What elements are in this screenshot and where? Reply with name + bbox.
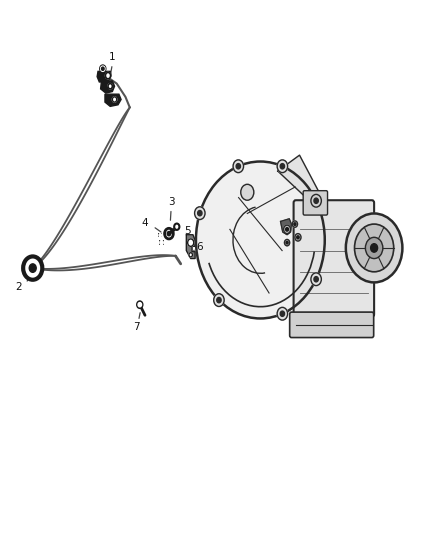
Circle shape [189,253,192,257]
Circle shape [174,223,180,230]
Circle shape [160,240,163,245]
Polygon shape [105,94,121,107]
Circle shape [371,244,378,252]
FancyBboxPatch shape [159,240,164,245]
Circle shape [100,65,106,72]
Circle shape [217,297,221,303]
FancyBboxPatch shape [303,191,328,215]
Circle shape [187,239,194,246]
Circle shape [277,308,288,320]
Circle shape [311,195,321,207]
Circle shape [280,311,285,317]
Circle shape [137,301,143,309]
Circle shape [167,231,171,236]
Circle shape [365,237,383,259]
Circle shape [138,303,141,307]
FancyBboxPatch shape [158,233,162,237]
Text: 7: 7 [133,322,140,333]
Text: 5: 5 [184,226,191,236]
Circle shape [101,66,105,71]
Circle shape [295,233,301,241]
Circle shape [214,294,224,306]
Circle shape [286,241,288,244]
Text: 2: 2 [15,281,22,292]
Circle shape [297,236,299,239]
FancyBboxPatch shape [293,200,374,317]
Circle shape [29,264,36,272]
Polygon shape [186,235,195,259]
Circle shape [108,84,113,89]
Circle shape [311,273,321,286]
Circle shape [277,160,288,173]
Circle shape [286,228,289,231]
Circle shape [104,87,108,91]
Text: 4: 4 [142,218,148,228]
Polygon shape [101,81,115,93]
Circle shape [198,211,202,216]
Circle shape [283,225,290,233]
Circle shape [241,184,254,200]
Text: 1: 1 [109,52,116,62]
Circle shape [194,207,205,220]
Circle shape [314,277,318,282]
Circle shape [354,224,394,272]
Circle shape [294,223,296,225]
Circle shape [113,97,117,102]
Text: 3: 3 [168,197,174,207]
Circle shape [196,161,325,318]
Circle shape [346,214,403,282]
Circle shape [314,198,318,204]
Circle shape [280,164,285,169]
Polygon shape [97,71,111,82]
Circle shape [102,67,104,70]
FancyBboxPatch shape [290,312,374,337]
Polygon shape [278,155,322,200]
Circle shape [23,256,42,280]
Circle shape [284,239,290,246]
Text: 6: 6 [196,243,203,253]
Polygon shape [281,219,291,235]
Circle shape [106,72,111,79]
Circle shape [159,233,162,237]
Circle shape [165,228,173,239]
Circle shape [236,164,240,169]
Circle shape [233,160,244,173]
Circle shape [292,221,297,227]
